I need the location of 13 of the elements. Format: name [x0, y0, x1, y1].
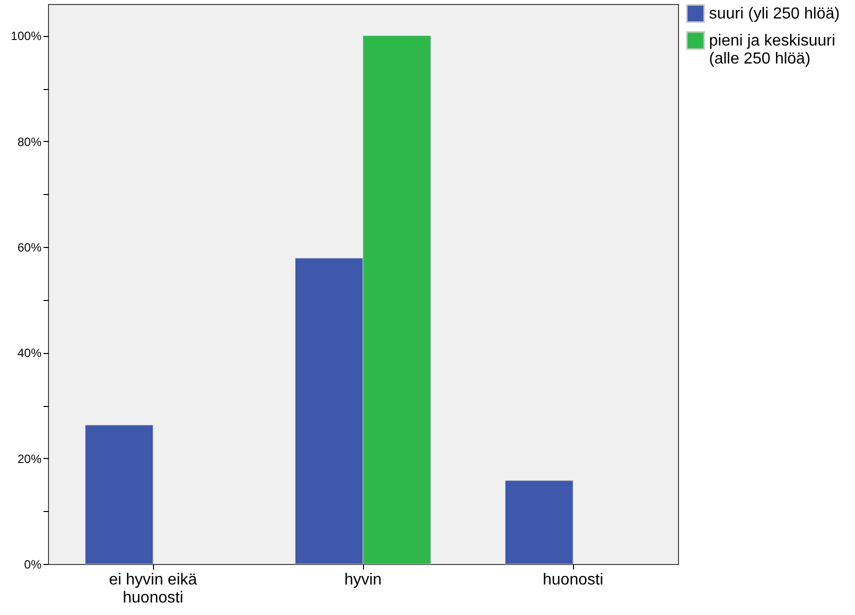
y-tick-label: 20% — [17, 452, 42, 466]
legend-label: pieni ja keskisuuri (alle 250 hlöä) — [709, 32, 836, 68]
legend-label: suuri (yli 250 hlöä) — [709, 6, 840, 22]
y-tick-label: 0% — [24, 558, 42, 572]
bar — [505, 480, 574, 564]
x-tick-label: ei hyvin eikä huonosti — [108, 572, 198, 606]
x-tick-label: huonosti — [542, 572, 604, 588]
y-tick-label: 40% — [17, 346, 42, 360]
bar — [85, 424, 154, 564]
x-tick-label: hyvin — [344, 572, 382, 588]
y-tick-label: 80% — [17, 134, 42, 149]
y-tick-label: 100% — [10, 29, 42, 44]
y-tick-label: 60% — [17, 240, 42, 255]
